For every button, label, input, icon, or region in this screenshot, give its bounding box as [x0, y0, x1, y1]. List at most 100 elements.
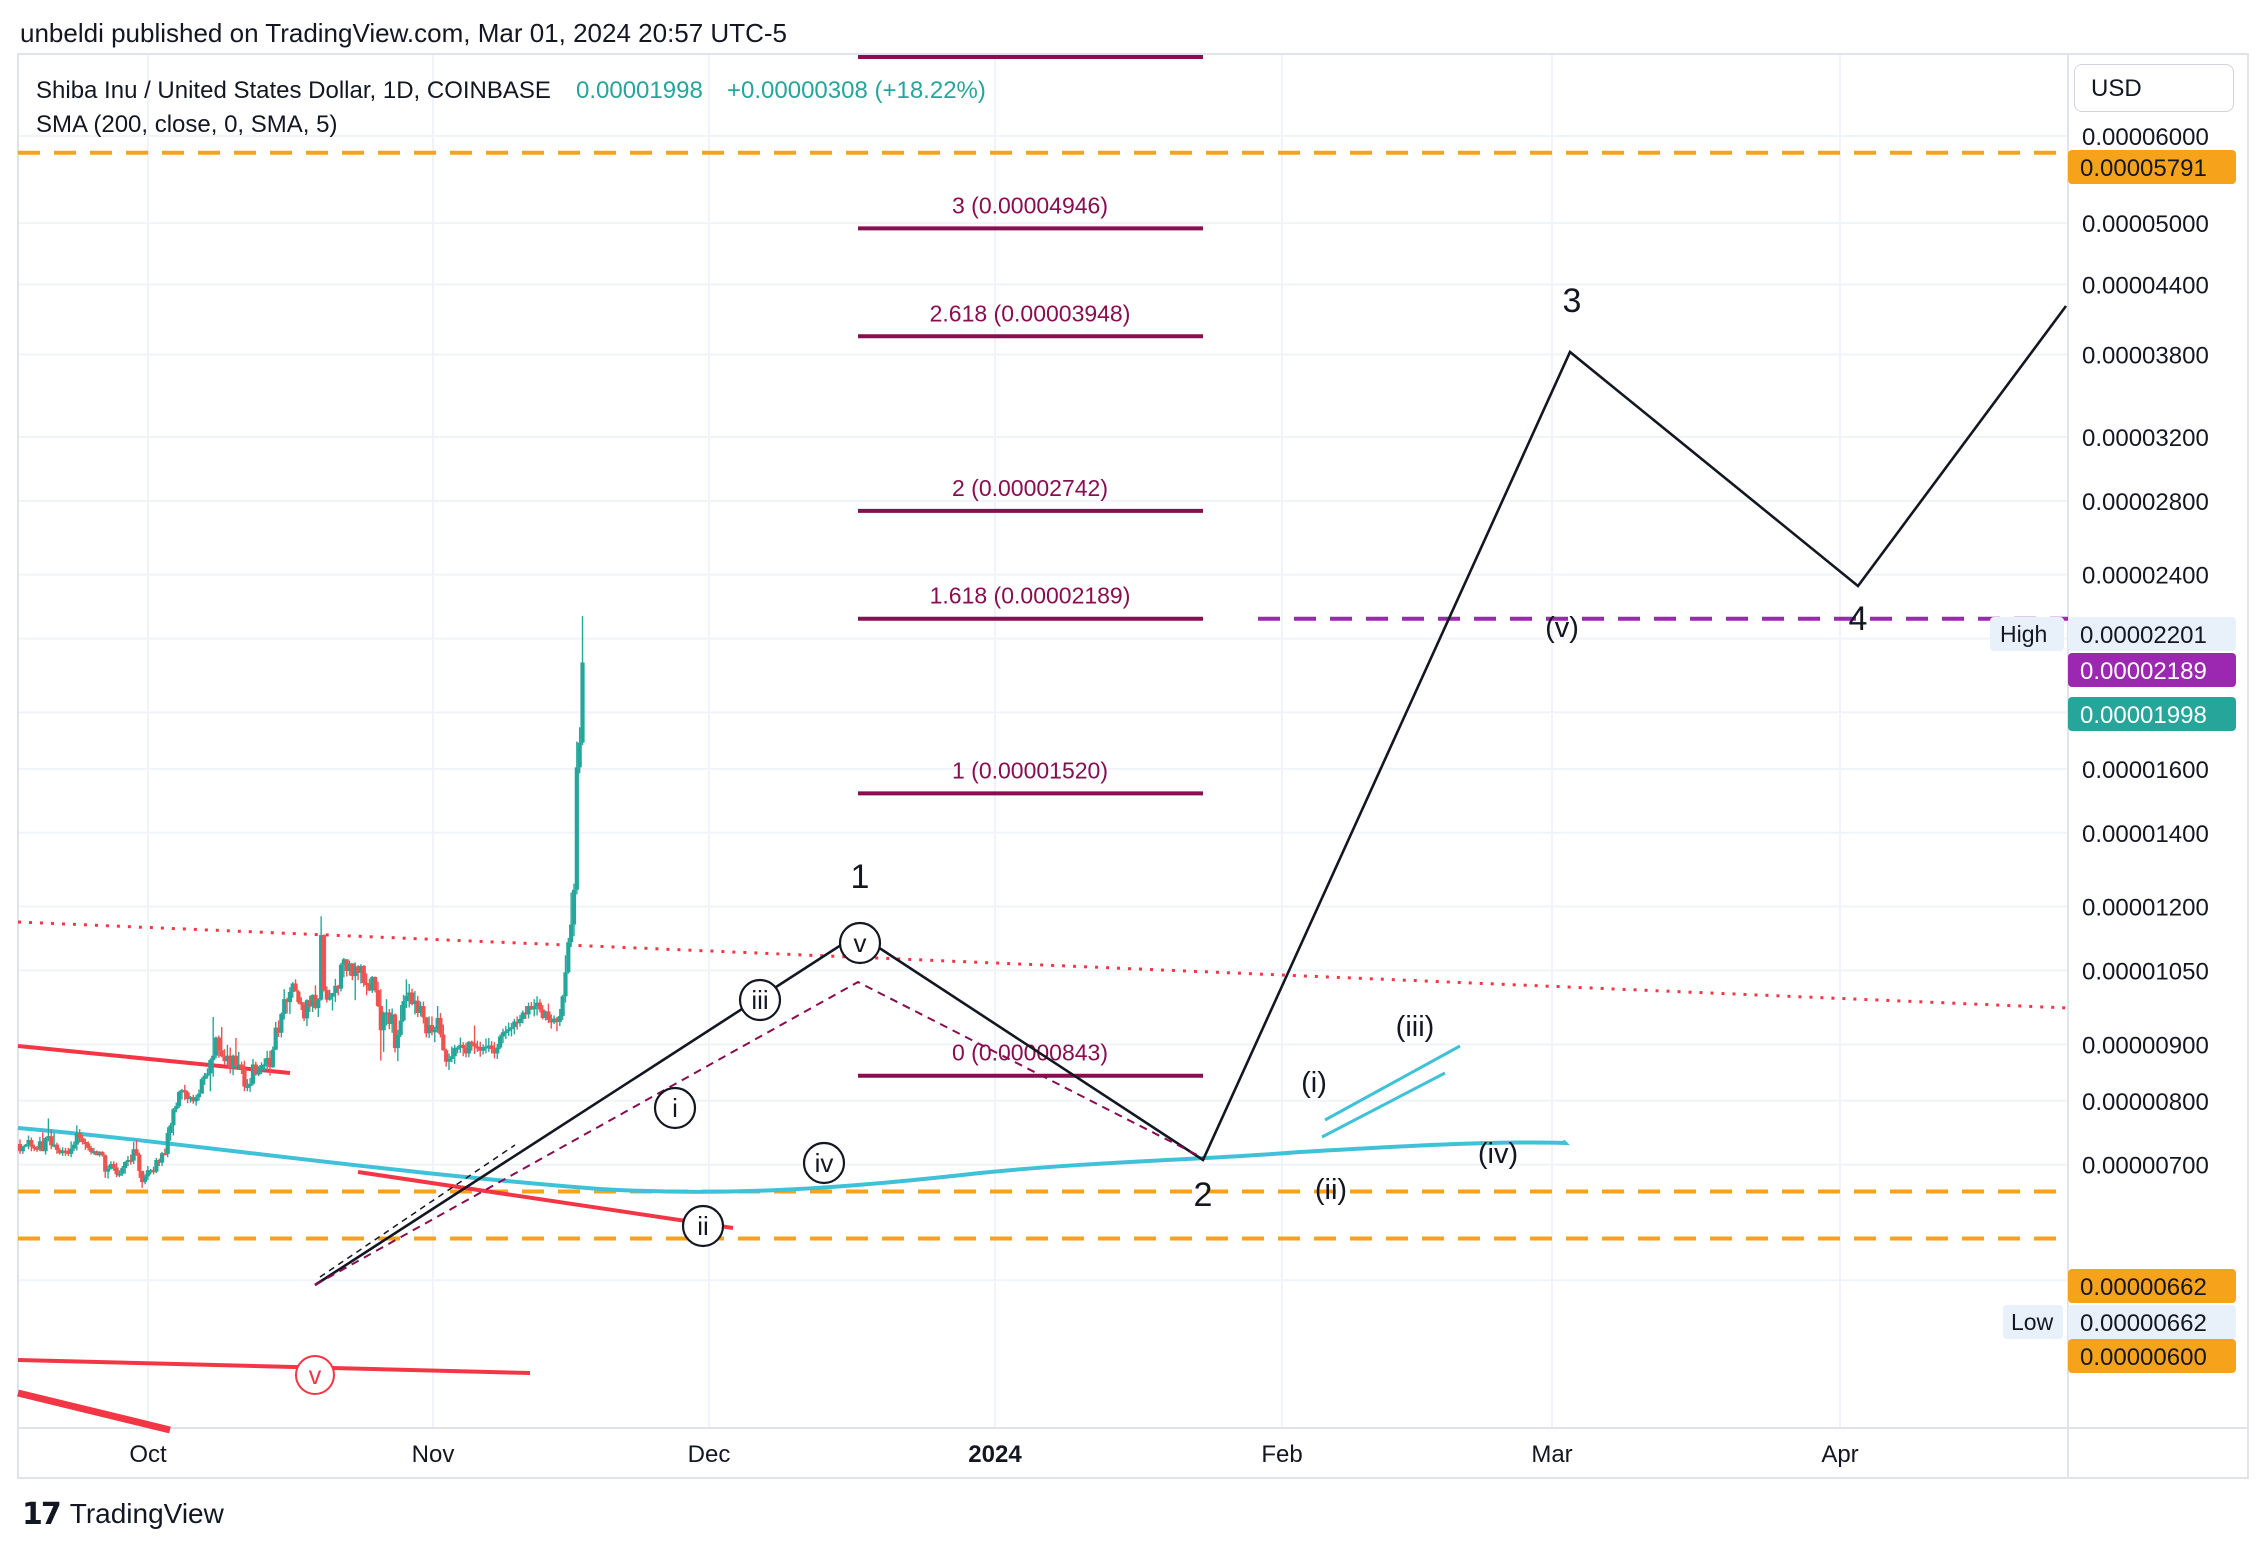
- candle-body: [310, 994, 315, 1007]
- candle: [159, 1151, 165, 1167]
- candle: [213, 1036, 219, 1059]
- wave-circle: [838, 921, 882, 965]
- candle-body: [267, 1057, 273, 1068]
- candle-body: [452, 1048, 457, 1057]
- wave-circle: [738, 978, 782, 1022]
- candle-body: [353, 966, 358, 977]
- candle-body: [162, 1153, 167, 1156]
- candle-body: [100, 1151, 105, 1156]
- candle-body: [40, 1141, 45, 1152]
- y-tick-label: 0.00001050: [2082, 959, 2209, 986]
- price-badge-value: 0.00000600: [2080, 1344, 2207, 1371]
- candle-body: [347, 963, 352, 971]
- candle-body: [480, 1047, 486, 1051]
- candle: [131, 1141, 136, 1165]
- candle: [344, 959, 349, 977]
- symbol-title: Shiba Inu / United States Dollar, 1D, CO…: [36, 77, 551, 104]
- candle: [245, 1079, 250, 1092]
- candle-body: [330, 992, 335, 997]
- candle: [407, 983, 412, 1008]
- candle: [571, 883, 577, 937]
- candle-body: [131, 1149, 136, 1161]
- candle-body: [270, 1049, 275, 1068]
- price-badge-box: [2068, 1269, 2236, 1303]
- axis-labels: Oct Nov Dec 2024 Feb Mar Apr 0.00006000 0.000050…: [129, 124, 2208, 1468]
- candle-body: [415, 1000, 420, 1013]
- candle: [546, 1003, 551, 1024]
- tradingview-logo[interactable]: 17 TradingView: [22, 1496, 224, 1532]
- candle-body: [566, 942, 571, 973]
- candle-body: [259, 1065, 264, 1071]
- candle: [202, 1072, 207, 1085]
- candle-body: [381, 1013, 386, 1031]
- candle-body: [409, 992, 415, 1005]
- candle-body: [32, 1146, 37, 1149]
- candle: [480, 1044, 486, 1055]
- candle: [171, 1108, 176, 1136]
- fib-level-label: 3 (0.00004946): [952, 192, 1108, 218]
- candle: [117, 1170, 122, 1178]
- candle: [409, 988, 415, 1006]
- candle-body: [336, 985, 341, 989]
- x-tick-label: 2024: [968, 1441, 1022, 1468]
- candle-body: [523, 1012, 528, 1015]
- candle: [549, 1014, 554, 1029]
- candle-body: [344, 959, 349, 971]
- candle: [503, 1026, 508, 1040]
- wave-circle-text: i: [672, 1093, 678, 1123]
- candle: [341, 957, 346, 978]
- candle-body: [427, 1025, 432, 1034]
- candle-body: [228, 1055, 233, 1069]
- candle: [120, 1166, 125, 1176]
- candle-body: [29, 1140, 34, 1147]
- candle-body: [142, 1176, 148, 1183]
- candle: [412, 991, 417, 1015]
- candle-body: [159, 1153, 165, 1163]
- candle-body: [242, 1068, 247, 1087]
- candle: [324, 986, 329, 1003]
- currency-button[interactable]: USD: [2074, 64, 2234, 112]
- candle-body: [358, 965, 364, 973]
- candle-body: [194, 1097, 199, 1102]
- candle-body: [520, 1012, 525, 1019]
- x-tick-label: Nov: [412, 1441, 455, 1468]
- candle: [282, 989, 287, 1020]
- candle-body: [216, 1037, 221, 1051]
- candle: [375, 981, 381, 1008]
- candle-body: [125, 1159, 131, 1162]
- candle-body: [560, 996, 565, 1016]
- candle: [88, 1145, 94, 1155]
- candle-body: [475, 1046, 480, 1049]
- candle-body: [571, 889, 577, 925]
- candle: [307, 995, 312, 1012]
- candle: [299, 997, 304, 1010]
- candle: [290, 982, 295, 998]
- y-tick-label: 0.00005000: [2082, 211, 2209, 238]
- candle: [367, 978, 372, 992]
- candle-body: [302, 1004, 307, 1019]
- candle: [125, 1155, 131, 1167]
- wave-label-circled: v: [838, 921, 882, 965]
- candle: [566, 937, 571, 974]
- candle: [140, 1170, 145, 1188]
- price-badge: 0.00005791: [2068, 150, 2236, 184]
- candle-body: [211, 1055, 216, 1061]
- candle-body: [282, 999, 287, 1014]
- candle-body: [435, 1017, 440, 1030]
- red-wedge-line: [357, 1170, 734, 1230]
- candle: [191, 1094, 196, 1104]
- price-badge-label-box: [1990, 617, 2064, 651]
- candle-body: [333, 985, 338, 993]
- candle: [404, 979, 409, 1008]
- candle: [103, 1154, 108, 1178]
- candle: [552, 1015, 557, 1025]
- candle-body: [540, 1009, 545, 1018]
- y-tick-label: 0.00002400: [2082, 563, 2209, 590]
- candle: [475, 1040, 480, 1052]
- candle-body: [114, 1167, 119, 1175]
- candle: [387, 1008, 392, 1030]
- candle: [265, 1050, 270, 1071]
- candle-body: [341, 959, 346, 965]
- candle: [111, 1161, 116, 1171]
- candle: [165, 1127, 170, 1158]
